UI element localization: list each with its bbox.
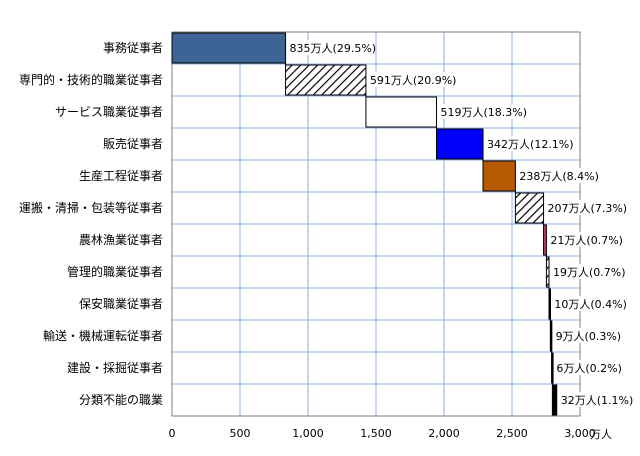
bar	[543, 224, 547, 256]
value-label: 10万人(0.4%)	[554, 298, 627, 311]
bar	[285, 64, 367, 96]
category-label: サービス職業従事者	[55, 105, 163, 119]
grid	[171, 31, 581, 417]
category-label: 専門的・技術的職業従事者	[19, 72, 163, 87]
category-label: 輸送・機械運転従事者	[43, 328, 163, 343]
category-label: 分類不能の職業	[79, 393, 163, 407]
value-label-bg	[549, 232, 622, 247]
x-tick-label: 1,000	[292, 427, 324, 440]
bar	[551, 384, 558, 416]
value-label: 591万人(20.9%)	[370, 74, 457, 87]
value-label: 32万人(1.1%)	[561, 394, 634, 407]
bar	[482, 160, 516, 192]
connectors	[285, 63, 553, 385]
bars	[171, 32, 558, 416]
bar	[171, 32, 287, 64]
value-label-bg	[555, 360, 621, 375]
bar	[551, 352, 554, 384]
category-label: 農林漁業従事者	[79, 233, 163, 247]
category-label: 建設・採掘従事者	[67, 360, 163, 375]
category-label: 運搬・清掃・包装等従事者	[19, 200, 163, 215]
bar	[549, 320, 553, 352]
value-label: 519万人(18.3%)	[441, 106, 528, 119]
category-label: 保安職業従事者	[79, 296, 163, 311]
value-label: 835万人(29.5%)	[290, 42, 377, 55]
x-unit-label: 万人	[590, 428, 612, 441]
value-label: 21万人(0.7%)	[550, 234, 623, 247]
plot-border	[171, 31, 581, 417]
value-label-bg	[559, 392, 632, 407]
value-label: 342万人(12.1%)	[487, 138, 574, 151]
value-label: 9万人(0.3%)	[556, 330, 622, 343]
bar	[514, 192, 545, 224]
x-tick-label: 2,500	[496, 427, 528, 440]
x-tick-label: 1,500	[360, 427, 392, 440]
value-label-bg	[546, 200, 626, 215]
bar	[436, 128, 484, 160]
x-tick-label: 500	[230, 427, 251, 440]
value-label: 238万人(8.4%)	[519, 170, 599, 183]
value-label-bg	[288, 40, 375, 55]
category-label: 管理的職業従事者	[67, 264, 163, 279]
x-tick-label: 3,000	[564, 427, 596, 440]
x-tick-label: 2,000	[428, 427, 460, 440]
value-label: 6万人(0.2%)	[556, 362, 622, 375]
tick-labels: 0 500 1,000 1,500 2,000 2,500 3,000	[169, 427, 596, 440]
value-label-bg	[439, 104, 526, 119]
category-label: 販売従事者	[103, 136, 163, 151]
bar	[548, 288, 551, 320]
value-label: 207万人(7.3%)	[548, 202, 628, 215]
value-label-bg	[551, 264, 624, 279]
category-label: 生産工程従事者	[79, 168, 163, 183]
value-label-bg	[553, 296, 626, 311]
value-label-bg	[486, 136, 573, 151]
value-labels: 835万人(29.5%) 591万人(20.9%) 519万人(18.3%) 342万…	[288, 40, 634, 407]
value-label: 19万人(0.7%)	[553, 266, 626, 279]
bar	[545, 256, 550, 288]
bar	[365, 96, 438, 128]
x-tick-label: 0	[169, 427, 176, 440]
value-label-bg	[554, 328, 620, 343]
category-label: 事務従事者	[103, 41, 163, 55]
value-label-bg	[368, 72, 456, 87]
category-labels: 事務従事者専門的・技術的職業従事者サービス職業従事者販売従事者生産工程従事者運搬…	[19, 41, 163, 407]
value-label-bg	[518, 168, 598, 183]
